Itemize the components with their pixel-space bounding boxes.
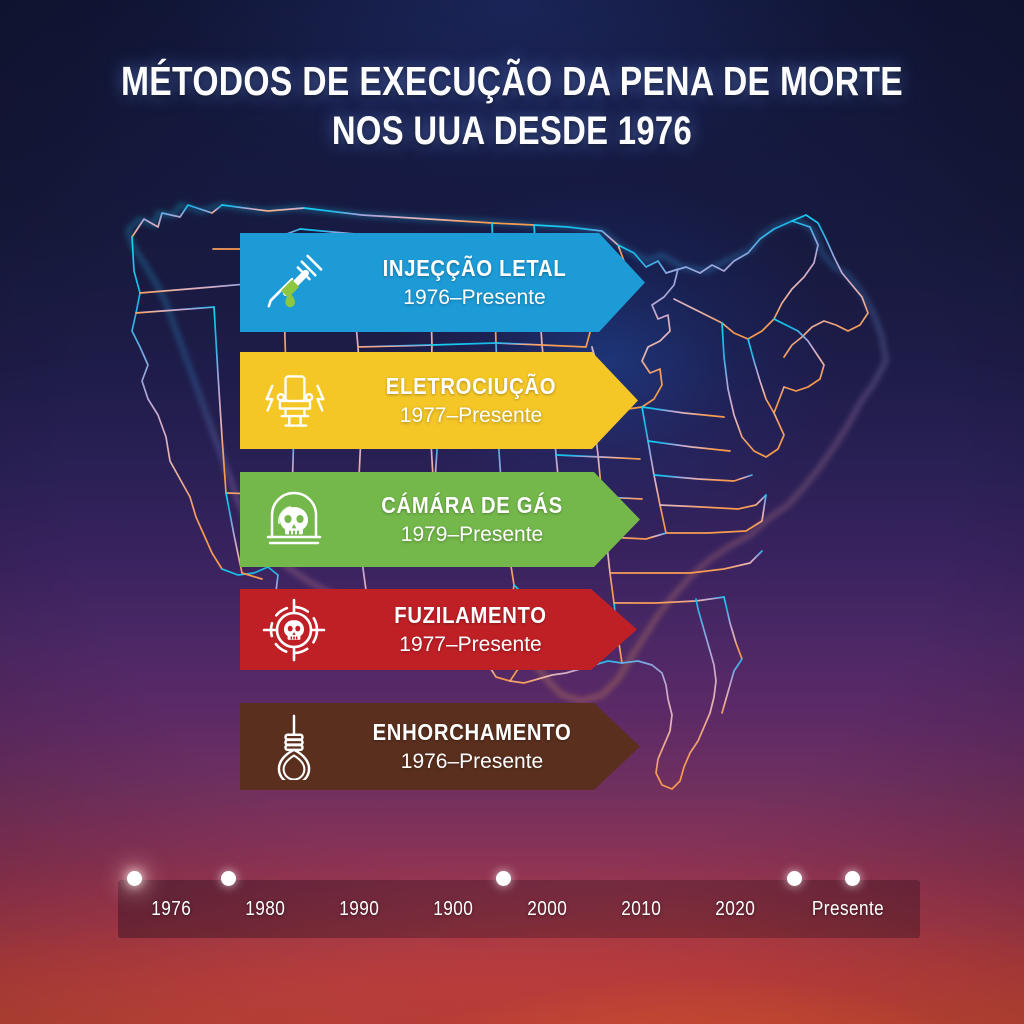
method-name: INJEÇÇÃO LETAL: [382, 254, 567, 281]
gas-chamber-skull-icon: [240, 489, 348, 551]
method-years: 1977–Presente: [399, 632, 542, 656]
page-title: MÉTODOS DE EXECUÇÃO DA PENA DE MORTE NOS…: [0, 56, 1024, 156]
timeline-bar: 1976 1980 1990 1900 2000 2010 2020 Presente: [118, 871, 920, 938]
method-banner[interactable]: FUZILAMENTO 1977–Presente: [240, 589, 637, 670]
timeline-tick-label: 2000: [527, 898, 568, 920]
method-banner-text: ELETROCIUÇÃO 1977–Presente: [348, 372, 638, 430]
method-banner-text: CÁMÁRA DE GÁS 1979–Presente: [348, 491, 640, 549]
title-line-1: MÉTODOS DE EXECUÇÃO DA PENA DE MORTE: [120, 58, 904, 104]
title-line-2: NOS UUA DESDE 1976: [331, 109, 693, 153]
background-top-glow: [0, 0, 1024, 420]
method-banner[interactable]: CÁMÁRA DE GÁS 1979–Presente: [240, 472, 640, 567]
method-name: ELETROCIUÇÃO: [385, 372, 557, 399]
timeline-dot[interactable]: [495, 871, 511, 886]
timeline-dot[interactable]: [787, 871, 803, 886]
method-banner-text: ENHORCHAMENTO 1976–Presente: [348, 718, 640, 776]
method-banner[interactable]: ELETROCIUÇÃO 1977–Presente: [240, 352, 638, 449]
method-name: FUZILAMENTO: [394, 601, 547, 628]
timeline-tick-label: 1900: [433, 898, 474, 920]
crosshair-skull-icon: [240, 598, 348, 662]
method-years: 1976–Presente: [400, 749, 544, 773]
method-banner[interactable]: ENHORCHAMENTO 1976–Presente: [240, 703, 640, 790]
background-warm-glow: [0, 624, 1024, 1024]
timeline-tick-label: Presente: [811, 898, 885, 920]
timeline-tick-label: 2010: [621, 898, 662, 920]
timeline-tick-label: 1990: [339, 898, 380, 920]
timeline-tick-label: 2020: [715, 898, 756, 920]
timeline-dot[interactable]: [220, 871, 236, 886]
method-years: 1979–Presente: [400, 522, 544, 546]
method-years: 1976–Presente: [403, 285, 546, 309]
timeline-dot[interactable]: [844, 871, 860, 886]
syringe-icon: [240, 252, 348, 314]
method-banner-text: INJEÇÇÃO LETAL 1976–Presente: [348, 254, 645, 312]
timeline-labels: 1976 1980 1990 1900 2000 2010 2020 Presente: [118, 898, 920, 921]
timeline-tick-label: 1980: [245, 898, 286, 920]
noose-icon: [240, 714, 348, 780]
method-name: CÁMÁRA DE GÁS: [381, 491, 563, 518]
method-name: ENHORCHAMENTO: [372, 718, 572, 745]
method-banner-text: FUZILAMENTO 1977–Presente: [348, 601, 637, 659]
timeline-tick-label: 1976: [151, 898, 192, 920]
electric-chair-icon: [240, 369, 348, 433]
timeline-dot[interactable]: [127, 871, 143, 886]
method-banner[interactable]: INJEÇÇÃO LETAL 1976–Presente: [240, 233, 645, 332]
method-years: 1977–Presente: [399, 403, 543, 427]
